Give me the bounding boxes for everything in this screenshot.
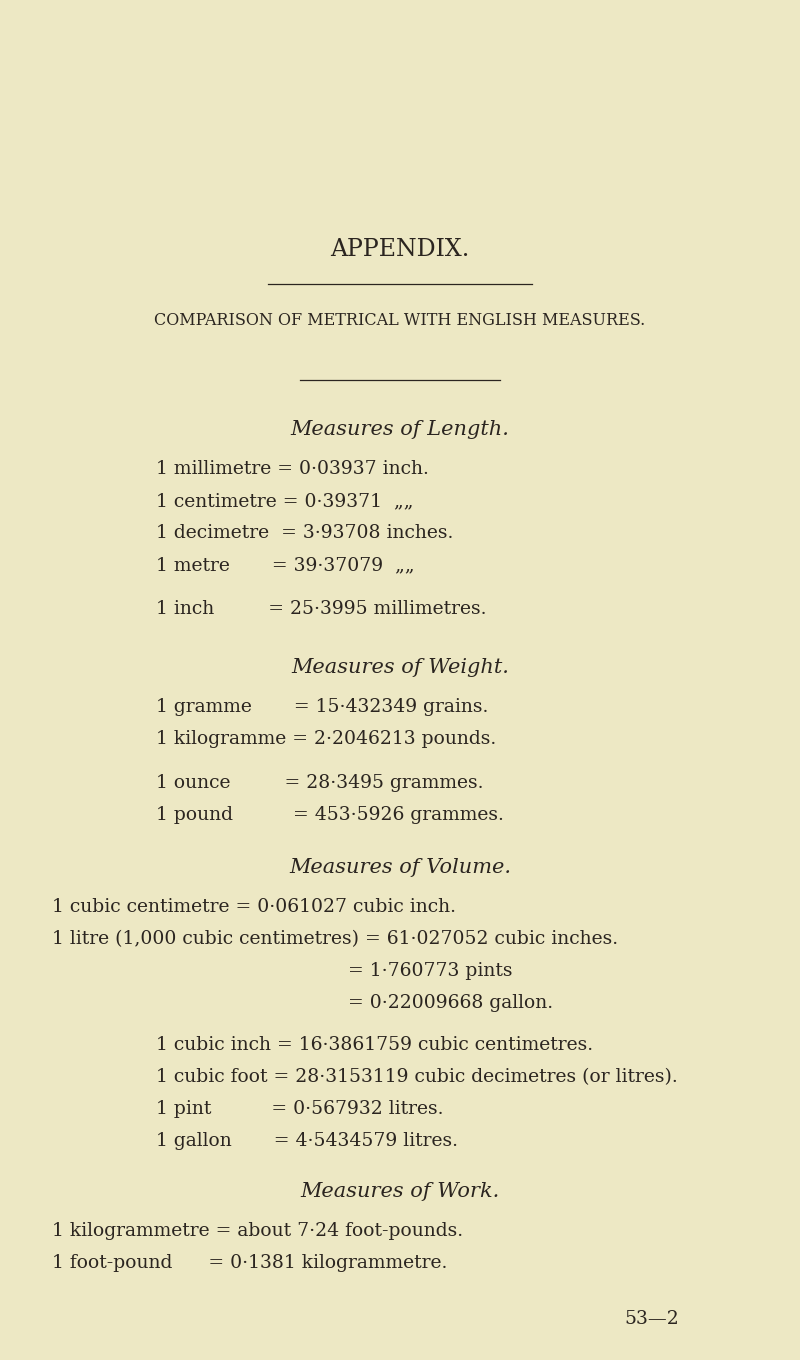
Text: 1 cubic foot = 28·3153119 cubic decimetres (or litres).: 1 cubic foot = 28·3153119 cubic decimetr…: [156, 1068, 678, 1087]
Text: 1 metre       = 39·37079  „„: 1 metre = 39·37079 „„: [156, 556, 414, 574]
Text: 1 decimetre  = 3·93708 inches.: 1 decimetre = 3·93708 inches.: [156, 524, 454, 543]
Text: 1 inch         = 25·3995 millimetres.: 1 inch = 25·3995 millimetres.: [156, 600, 486, 617]
Text: 1 kilogrammetre = about 7·24 foot-pounds.: 1 kilogrammetre = about 7·24 foot-pounds…: [52, 1223, 463, 1240]
Text: 1 kilogramme = 2·2046213 pounds.: 1 kilogramme = 2·2046213 pounds.: [156, 730, 496, 748]
Text: 1 ounce         = 28·3495 grammes.: 1 ounce = 28·3495 grammes.: [156, 774, 483, 792]
Text: COMPARISON OF METRICAL WITH ENGLISH MEASURES.: COMPARISON OF METRICAL WITH ENGLISH MEAS…: [154, 311, 646, 329]
Text: 1 millimetre = 0·03937 inch.: 1 millimetre = 0·03937 inch.: [156, 460, 429, 477]
Text: 53—2: 53—2: [624, 1310, 678, 1327]
Text: 1 litre (1,000 cubic centimetres) = 61·027052 cubic inches.: 1 litre (1,000 cubic centimetres) = 61·0…: [52, 930, 618, 948]
Text: 1 gramme       = 15·432349 grains.: 1 gramme = 15·432349 grains.: [156, 698, 488, 715]
Text: 1 gallon       = 4·5434579 litres.: 1 gallon = 4·5434579 litres.: [156, 1132, 458, 1151]
Text: APPENDIX.: APPENDIX.: [330, 238, 470, 261]
Text: Measures of Weight.: Measures of Weight.: [291, 658, 509, 677]
Text: 1 pound          = 453·5926 grammes.: 1 pound = 453·5926 grammes.: [156, 806, 504, 824]
Text: Measures of Length.: Measures of Length.: [290, 420, 510, 439]
Text: Measures of Work.: Measures of Work.: [300, 1182, 500, 1201]
Text: = 0·22009668 gallon.: = 0·22009668 gallon.: [348, 994, 553, 1012]
Text: 1 foot-pound      = 0·1381 kilogrammetre.: 1 foot-pound = 0·1381 kilogrammetre.: [52, 1254, 447, 1272]
Text: 1 pint          = 0·567932 litres.: 1 pint = 0·567932 litres.: [156, 1100, 443, 1118]
Text: 1 cubic inch = 16·3861759 cubic centimetres.: 1 cubic inch = 16·3861759 cubic centimet…: [156, 1036, 593, 1054]
Text: 1 cubic centimetre = 0·061027 cubic inch.: 1 cubic centimetre = 0·061027 cubic inch…: [52, 898, 456, 917]
Text: Measures of Volume.: Measures of Volume.: [289, 858, 511, 877]
Text: = 1·760773 pints: = 1·760773 pints: [348, 962, 513, 981]
Text: 1 centimetre = 0·39371  „„: 1 centimetre = 0·39371 „„: [156, 492, 414, 510]
